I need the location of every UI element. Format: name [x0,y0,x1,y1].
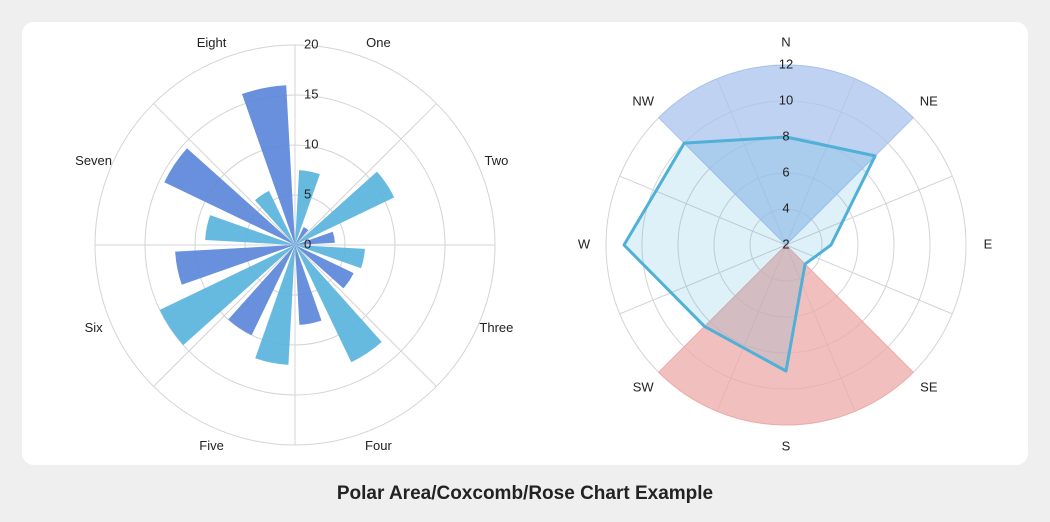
category-label: Eight [197,35,227,50]
grid-spoke [785,175,953,246]
category-label: W [578,236,591,251]
category-label: Two [484,153,508,168]
grid-spoke [153,244,296,387]
r-tick-label: 5 [304,186,311,201]
bar-wedge [241,85,295,245]
area-wedge [658,64,914,246]
bar-wedge [295,245,354,289]
r-tick-label: 12 [779,56,793,71]
category-label: Three [479,320,513,335]
r-tick-label: 15 [304,86,318,101]
r-tick-label: 4 [782,200,789,215]
r-tick-label: 20 [304,36,318,51]
bar-wedge [295,171,395,245]
radar-line [622,135,877,373]
bar-wedge [295,245,382,363]
bar-wedge [295,231,335,245]
bar-wedge [164,148,295,245]
category-label: S [782,438,791,453]
category-label: NW [632,94,654,109]
category-label: Five [199,438,224,453]
category-label: SW [633,379,655,394]
bar-wedge [205,215,295,245]
r-tick-label: 10 [779,92,793,107]
caption: Polar Area/Coxcomb/Rose Chart Example [337,483,713,504]
bar-wedge [295,226,309,245]
category-label: One [366,35,391,50]
category-label: E [984,236,993,251]
category-label: Seven [75,153,112,168]
category-label: Four [365,438,392,453]
category-label: SE [920,379,938,394]
category-label: NE [920,94,938,109]
bar-wedge [254,190,295,245]
category-label: N [781,34,790,49]
grid-spoke [153,103,296,246]
bar-wedge [255,245,295,365]
bar-wedge [159,245,295,346]
category-label: Six [85,320,104,335]
bar-wedge [295,170,320,245]
bar-wedge [295,245,322,325]
grid-spoke [619,175,787,246]
r-tick-label: 8 [782,128,789,143]
grid-spoke [294,103,437,246]
bar-wedge [295,245,365,269]
bar-wedge [175,245,295,285]
r-tick-label: 0 [304,236,311,251]
grid-spoke [294,244,437,387]
r-tick-label: 10 [304,136,318,151]
r-tick-label: 6 [782,164,789,179]
grid-spoke [619,244,787,315]
bar-wedge [228,245,295,336]
area-wedge [658,244,914,426]
r-tick-label: 2 [782,236,789,251]
